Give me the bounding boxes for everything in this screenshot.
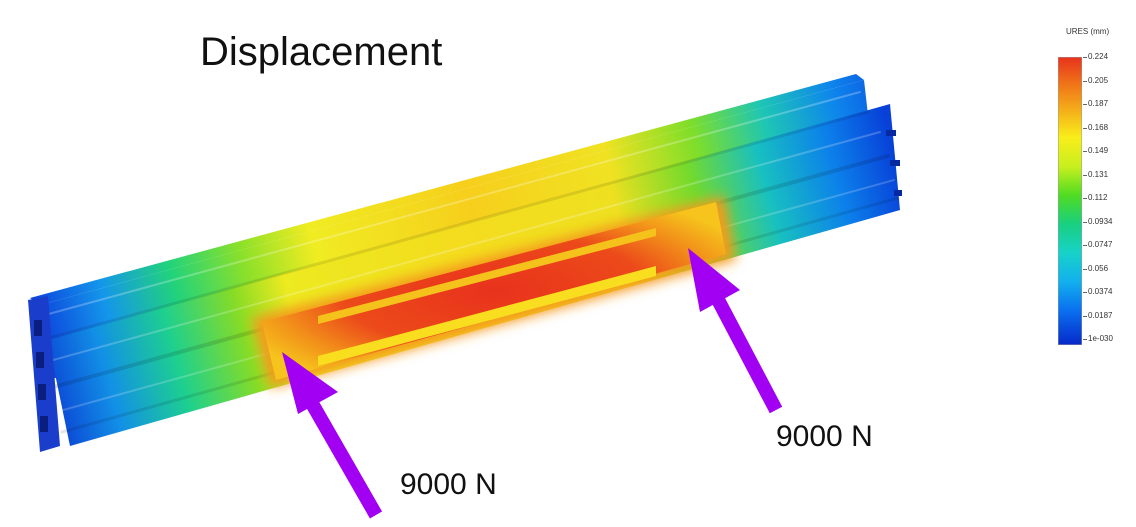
legend-tick-label: 0.149 [1088,146,1109,155]
beam-model [28,74,902,452]
legend-color-bar [1058,57,1082,345]
legend-tick-label: 0.187 [1088,99,1109,108]
legend-tick-mark [1083,292,1087,293]
legend-tick-mark [1083,198,1087,199]
legend-tick-label: 0.224 [1088,52,1109,61]
legend-tick-mark [1083,268,1087,270]
force-arrow-left [282,352,383,519]
legend-tick-label: 0.0374 [1088,287,1113,296]
legend-tick-label: 0.168 [1088,122,1109,132]
legend-tick-label: 0.131 [1088,169,1109,179]
slot-upper [318,228,656,324]
legend-tick-label: 0.0747 [1088,240,1113,249]
legend-tick-label: 1e-030 [1088,334,1113,343]
legend-tick-mark [1083,80,1087,82]
legend-tick-mark [1083,339,1087,340]
legend-tick-label: 0.0934 [1088,216,1113,226]
plot-title: Displacement [200,30,443,74]
force-label-left: 9000 N [400,468,497,501]
legend-tick-mark [1083,151,1087,152]
legend-tick-label: 0.056 [1088,263,1109,273]
beam-right-end [886,130,902,196]
slot-lower [318,266,656,366]
legend-tick-mark [1083,245,1087,246]
legend-tick-mark [1083,127,1087,129]
legend-title: URES (mm) [1066,27,1110,36]
legend-tick-label: 0.0187 [1088,310,1113,320]
force-label-right: 9000 N [776,420,873,453]
beam-end-profile [28,296,60,452]
legend-tick-mark [1083,57,1087,58]
max-displacement-zone [252,196,736,388]
legend-tick-label: 0.205 [1088,75,1109,85]
legend-tick-label: 0.112 [1088,193,1108,202]
legend-tick-mark [1083,221,1087,223]
legend-tick-mark [1083,104,1087,105]
force-arrow-right [688,248,783,414]
beam-top-face [30,74,864,305]
force-arrows [282,248,783,519]
legend-tick-mark [1083,174,1087,176]
legend-tick-mark [1083,315,1087,317]
